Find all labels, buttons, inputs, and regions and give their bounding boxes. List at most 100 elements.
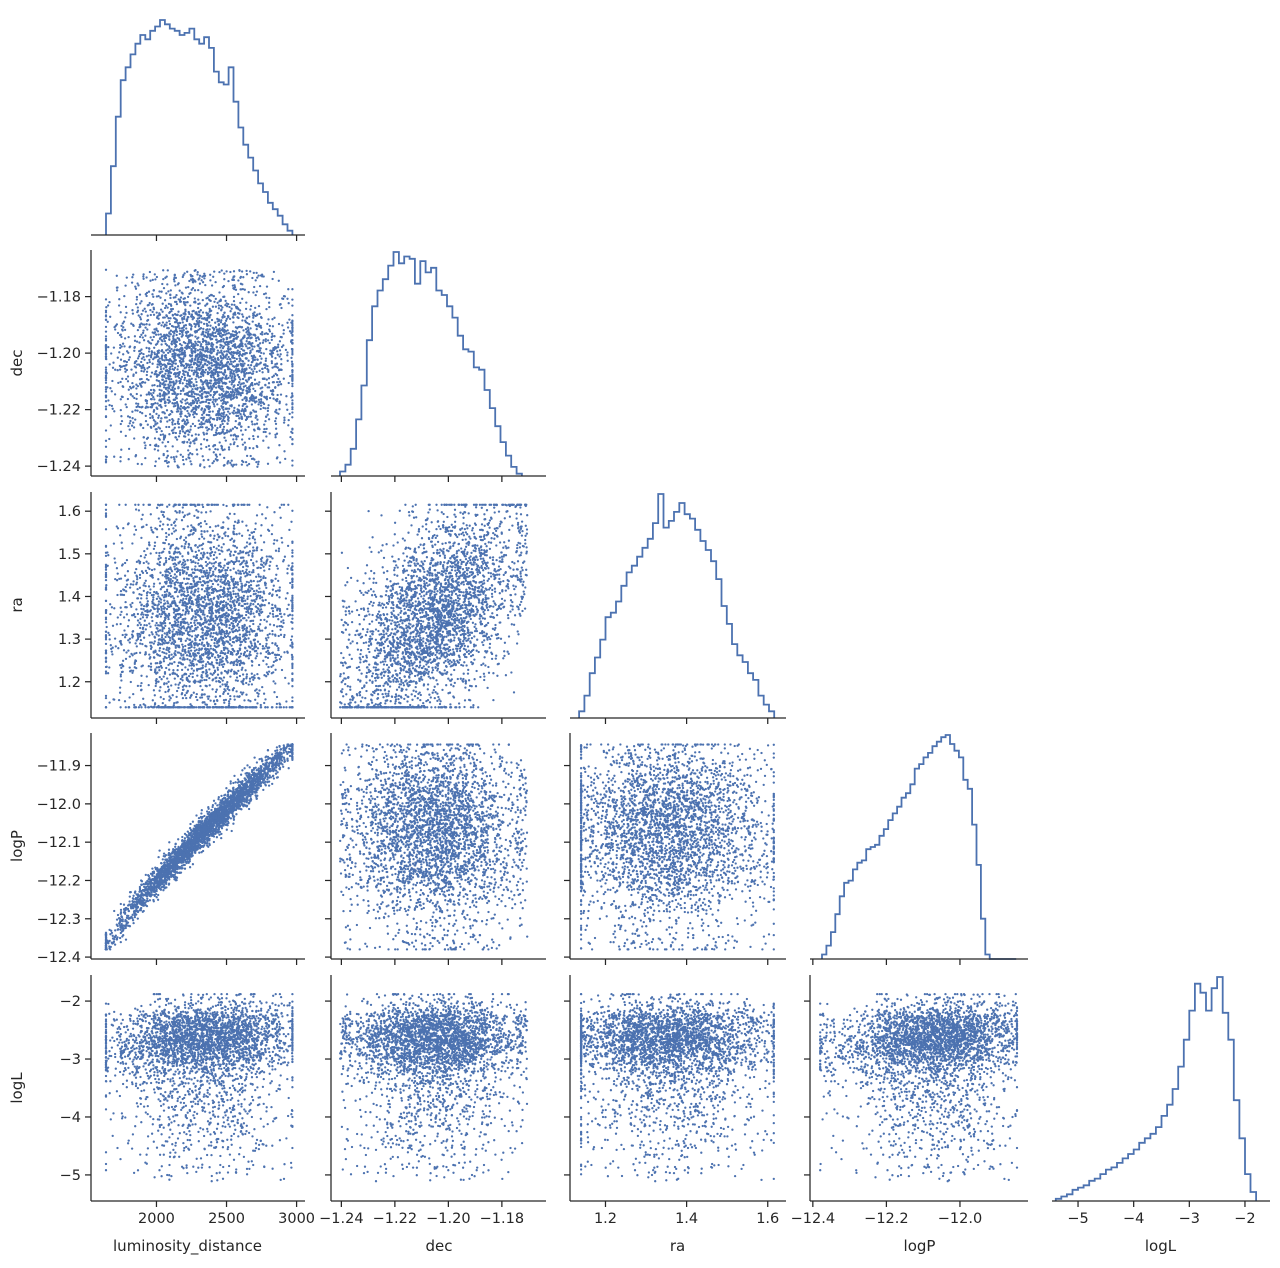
scatter-point — [170, 348, 172, 350]
scatter-point — [193, 407, 195, 409]
scatter-point — [182, 387, 184, 389]
scatter-point — [163, 338, 165, 340]
scatter-point — [141, 412, 143, 414]
scatter-point — [229, 310, 231, 312]
scatter-point — [183, 374, 185, 376]
scatter-point — [254, 356, 256, 358]
scatter-point — [162, 374, 164, 376]
scatter-point — [140, 518, 142, 520]
scatter-point — [172, 325, 174, 327]
scatter-point — [145, 293, 147, 295]
scatter-point — [250, 364, 252, 366]
scatter-point — [267, 447, 269, 449]
scatter-point — [160, 696, 162, 698]
scatter-point — [136, 298, 138, 300]
scatter-point — [159, 582, 161, 584]
scatter-point — [279, 340, 281, 342]
scatter-point — [223, 311, 225, 313]
scatter-point — [200, 533, 202, 535]
scatter-point — [258, 305, 260, 307]
scatter-point — [174, 460, 176, 462]
scatter-point — [195, 367, 197, 369]
scatter-point — [147, 706, 149, 708]
scatter-point — [235, 636, 237, 638]
scatter-point — [171, 402, 173, 404]
scatter-point — [208, 607, 210, 609]
scatter-point — [120, 607, 122, 609]
scatter-point — [189, 452, 191, 454]
panel-luminosity_distance-vs-luminosity_distance — [91, 20, 305, 241]
scatter-point — [172, 308, 174, 310]
scatter-point — [183, 303, 185, 305]
scatter-point — [188, 339, 190, 341]
scatter-point — [159, 629, 161, 631]
scatter-point — [170, 410, 172, 412]
scatter-point — [226, 337, 228, 339]
scatter-point — [105, 314, 107, 316]
scatter-point — [169, 323, 171, 325]
scatter-point — [140, 706, 142, 708]
scatter-point — [263, 428, 265, 430]
scatter-point — [226, 354, 228, 356]
scatter-point — [136, 578, 138, 580]
scatter-point — [148, 291, 150, 293]
scatter-point — [230, 395, 232, 397]
scatter-point — [197, 307, 199, 309]
scatter-point — [198, 549, 200, 551]
scatter-point — [233, 541, 235, 543]
scatter-point — [252, 409, 254, 411]
scatter-point — [105, 405, 107, 407]
scatter-point — [142, 613, 144, 615]
scatter-point — [105, 369, 107, 371]
scatter-point — [221, 385, 223, 387]
scatter-point — [164, 405, 166, 407]
scatter-point — [282, 619, 284, 621]
scatter-point — [289, 330, 291, 332]
scatter-point — [206, 303, 208, 305]
scatter-point — [237, 387, 239, 389]
scatter-point — [117, 572, 119, 574]
scatter-point — [247, 337, 249, 339]
scatter-point — [149, 280, 151, 282]
scatter-point — [171, 389, 173, 391]
scatter-point — [256, 423, 258, 425]
scatter-point — [248, 377, 250, 379]
scatter-point — [164, 401, 166, 403]
scatter-point — [257, 363, 259, 365]
scatter-point — [222, 330, 224, 332]
scatter-point — [256, 466, 258, 468]
scatter-point — [167, 352, 169, 354]
scatter-point — [121, 378, 123, 380]
scatter-point — [184, 393, 186, 395]
scatter-point — [176, 303, 178, 305]
scatter-point — [199, 581, 201, 583]
scatter-point — [112, 367, 114, 369]
scatter-point — [165, 426, 167, 428]
scatter-point — [163, 658, 165, 660]
scatter-point — [200, 321, 202, 323]
scatter-point — [226, 632, 228, 634]
scatter-point — [204, 305, 206, 307]
scatter-point — [289, 375, 291, 377]
scatter-point — [290, 321, 292, 323]
scatter-point — [145, 628, 147, 630]
scatter-point — [208, 382, 210, 384]
scatter-point — [193, 369, 195, 371]
scatter-point — [261, 368, 263, 370]
scatter-point — [238, 410, 240, 412]
scatter-point — [162, 382, 164, 384]
scatter-point — [280, 393, 282, 395]
scatter-point — [200, 279, 202, 281]
scatter-point — [168, 327, 170, 329]
scatter-point — [157, 333, 159, 335]
scatter-point — [251, 361, 253, 363]
scatter-point — [208, 465, 210, 467]
scatter-point — [235, 463, 237, 465]
scatter-point — [206, 439, 208, 441]
scatter-point — [214, 332, 216, 334]
scatter-point — [256, 585, 258, 587]
scatter-point — [154, 278, 156, 280]
scatter-point — [263, 590, 265, 592]
scatter-point — [214, 378, 216, 380]
